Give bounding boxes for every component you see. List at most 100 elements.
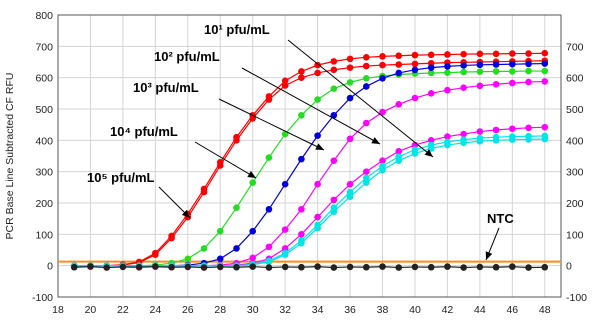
data-point bbox=[184, 255, 192, 263]
annotation-label: 10¹ pfu/mL bbox=[204, 22, 270, 37]
annotation-arrowhead bbox=[315, 143, 324, 150]
data-point bbox=[541, 78, 549, 85]
data-point bbox=[265, 205, 273, 213]
y-tick-label-left: 300 bbox=[35, 167, 53, 179]
data-point bbox=[281, 77, 289, 85]
data-point bbox=[460, 139, 467, 147]
data-point bbox=[330, 111, 338, 119]
data-point bbox=[395, 148, 403, 155]
data-point bbox=[379, 53, 386, 60]
data-point bbox=[314, 180, 321, 188]
data-point bbox=[103, 264, 110, 271]
annotation-label: 10⁴ pfu/mL bbox=[110, 124, 178, 139]
data-point bbox=[541, 263, 549, 271]
x-tick-label: 22 bbox=[117, 304, 129, 316]
data-point bbox=[168, 263, 175, 271]
data-point bbox=[346, 55, 354, 63]
data-point bbox=[346, 188, 354, 196]
data-point bbox=[427, 64, 435, 71]
data-point bbox=[314, 224, 321, 232]
tick-labels: 18 20 22 24 26 28 30 32 34 36 38 40 42 44 46 48 -100 0 100… bbox=[32, 10, 587, 316]
data-point bbox=[492, 263, 500, 271]
data-point bbox=[249, 179, 257, 186]
data-point bbox=[281, 263, 289, 271]
data-point bbox=[152, 263, 159, 270]
annotation: 10⁵ pfu/mL bbox=[87, 170, 191, 219]
data-point bbox=[200, 264, 208, 271]
y-tick-label-left: 700 bbox=[35, 41, 53, 53]
data-point bbox=[525, 264, 532, 271]
data-point bbox=[216, 162, 224, 169]
data-point bbox=[330, 58, 338, 65]
data-point bbox=[298, 239, 305, 247]
data-point bbox=[314, 69, 321, 77]
data-point bbox=[460, 68, 467, 76]
annotation-arrow bbox=[241, 67, 381, 145]
data-point bbox=[379, 108, 386, 116]
data-point bbox=[362, 62, 370, 70]
data-point bbox=[362, 174, 370, 182]
data-point bbox=[379, 263, 386, 270]
x-tick-label: 42 bbox=[442, 304, 454, 316]
annotation-arrowhead bbox=[371, 137, 380, 144]
data-point bbox=[525, 50, 532, 57]
data-point bbox=[509, 79, 516, 87]
annotation-label: 10⁵ pfu/mL bbox=[87, 170, 155, 185]
data-point bbox=[281, 180, 289, 188]
data-point bbox=[509, 136, 516, 144]
data-point bbox=[233, 263, 240, 271]
data-point bbox=[525, 78, 532, 86]
plot-frame bbox=[57, 14, 562, 298]
data-point bbox=[135, 263, 143, 271]
data-point bbox=[476, 50, 484, 58]
data-point bbox=[233, 245, 240, 252]
data-point bbox=[411, 263, 419, 271]
data-point bbox=[509, 50, 516, 57]
data-point bbox=[427, 51, 435, 59]
data-point bbox=[460, 50, 467, 58]
data-point bbox=[70, 263, 78, 271]
data-point bbox=[249, 115, 257, 122]
data-point bbox=[460, 264, 467, 271]
y-tick-label-right: 200 bbox=[566, 198, 584, 210]
data-point bbox=[346, 193, 354, 201]
data-point bbox=[249, 227, 257, 235]
data-point bbox=[314, 61, 321, 69]
data-point bbox=[362, 83, 370, 90]
annotation-arrowhead bbox=[424, 149, 433, 157]
data-point bbox=[184, 263, 192, 271]
annotation-label: 10² pfu/mL bbox=[154, 49, 220, 64]
data-point bbox=[298, 111, 305, 119]
data-point bbox=[249, 263, 257, 270]
data-point bbox=[492, 126, 500, 134]
data-point bbox=[444, 133, 451, 140]
annotation-arrowhead bbox=[181, 209, 190, 218]
data-point bbox=[509, 68, 516, 75]
data-point bbox=[168, 234, 175, 242]
annotation-arrow bbox=[218, 98, 325, 151]
data-point bbox=[314, 96, 321, 103]
data-point bbox=[233, 204, 240, 211]
annotation-arrowhead bbox=[247, 170, 256, 178]
data-point bbox=[541, 123, 549, 131]
y-tick-label-right: 300 bbox=[566, 167, 584, 179]
annotation: 10³ pfu/mL bbox=[133, 80, 325, 151]
data-point bbox=[411, 60, 419, 68]
data-point bbox=[476, 137, 484, 145]
data-point bbox=[233, 137, 240, 144]
annotation: 10² pfu/mL bbox=[154, 49, 381, 145]
data-point bbox=[411, 150, 419, 157]
x-tick-label: 32 bbox=[279, 304, 291, 316]
data-point bbox=[395, 157, 403, 164]
annotation: 10¹ pfu/mL bbox=[204, 22, 434, 158]
data-point bbox=[427, 145, 435, 152]
data-point bbox=[541, 60, 549, 67]
y-tick-label-left: -100 bbox=[32, 292, 53, 304]
data-point bbox=[362, 168, 370, 175]
data-point bbox=[346, 135, 354, 143]
data-point bbox=[362, 179, 370, 186]
data-point bbox=[281, 251, 289, 258]
annotation-arrowhead bbox=[485, 251, 493, 260]
series-4 bbox=[70, 60, 549, 269]
data-point bbox=[314, 263, 321, 270]
